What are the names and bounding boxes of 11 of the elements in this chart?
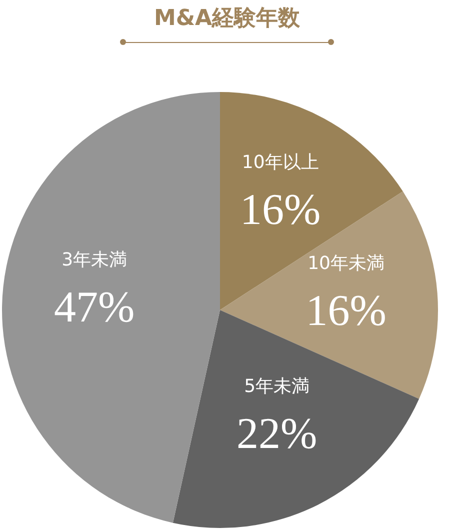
pie-slice <box>2 92 220 523</box>
slice-label: 10年未満 <box>308 253 385 274</box>
data-label: 16% <box>240 184 321 234</box>
slice-label: 3年未満 <box>62 249 128 270</box>
slice-label: 10年以上 <box>242 152 319 173</box>
data-label: 16% <box>306 286 386 336</box>
data-label: 22% <box>236 408 318 458</box>
pie-slice <box>220 191 438 399</box>
chart-title: M&A経験年数 <box>152 5 302 33</box>
slice-label: 5年未満 <box>244 376 310 397</box>
data-label: 47% <box>54 282 135 332</box>
